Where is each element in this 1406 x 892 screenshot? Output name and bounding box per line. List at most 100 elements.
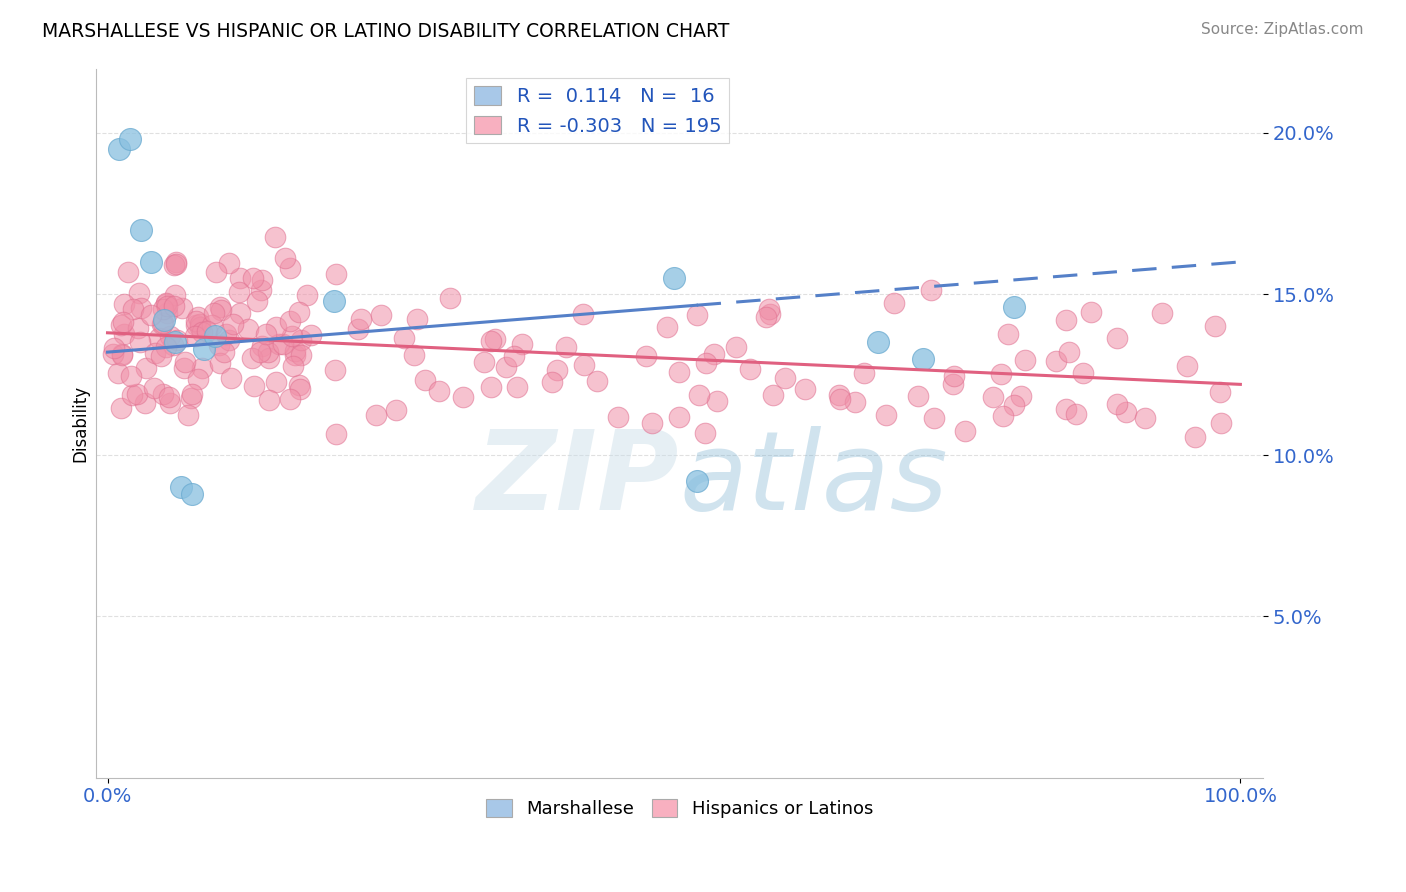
Point (170, 301, 193, 315)
Point (503, 349, 526, 363)
Point (586, 374, 609, 388)
Point (111, 346, 134, 360)
Point (110, 348, 132, 362)
Point (1115, 405, 1137, 419)
Point (271, 337, 294, 351)
Point (571, 307, 593, 321)
Point (693, 425, 716, 440)
Point (108, 142, 131, 156)
Point (427, 384, 450, 398)
Point (875, 408, 897, 422)
Point (724, 340, 747, 354)
Point (606, 410, 628, 425)
Point (1010, 389, 1032, 403)
Point (112, 327, 135, 342)
Point (451, 390, 474, 404)
Point (246, 293, 269, 308)
Point (866, 335, 889, 350)
Point (249, 344, 271, 359)
Point (141, 308, 163, 322)
Y-axis label: Disability: Disability (72, 384, 89, 461)
Point (1071, 366, 1094, 380)
Point (228, 285, 250, 299)
Point (117, 265, 139, 279)
Text: MARSHALLESE VS HISPANIC OR LATINO DISABILITY CORRELATION CHART: MARSHALLESE VS HISPANIC OR LATINO DISABI… (42, 22, 730, 41)
Point (828, 392, 851, 406)
Point (997, 326, 1019, 341)
Point (266, 319, 288, 334)
Point (264, 376, 287, 390)
Point (1133, 411, 1156, 425)
Point (290, 334, 312, 348)
Point (188, 319, 211, 334)
Point (153, 313, 176, 327)
Point (636, 349, 658, 363)
Point (484, 332, 506, 346)
Point (288, 305, 311, 319)
Point (392, 331, 415, 345)
Point (738, 362, 761, 376)
Point (439, 291, 461, 305)
Point (120, 369, 142, 384)
Point (853, 367, 876, 381)
Point (281, 329, 304, 343)
Point (139, 255, 162, 269)
Point (243, 378, 266, 392)
Point (205, 265, 228, 279)
Point (188, 317, 211, 331)
Point (1054, 312, 1077, 326)
Point (703, 347, 725, 361)
Point (404, 348, 426, 362)
Point (202, 306, 225, 320)
Point (263, 230, 285, 244)
Point (229, 271, 252, 285)
Point (758, 302, 780, 317)
Point (510, 337, 533, 351)
Point (250, 273, 273, 287)
Point (162, 299, 184, 313)
Point (197, 324, 219, 338)
Point (1080, 305, 1102, 319)
Point (209, 300, 232, 314)
Point (110, 401, 132, 416)
Point (152, 387, 174, 401)
Point (943, 368, 966, 383)
Point (134, 396, 156, 410)
Point (274, 251, 297, 265)
Point (347, 322, 370, 336)
Point (364, 409, 387, 423)
Point (481, 380, 503, 394)
Point (184, 314, 207, 328)
Point (111, 315, 134, 329)
Point (655, 320, 678, 334)
Point (257, 393, 280, 408)
Point (242, 270, 264, 285)
Point (1107, 397, 1129, 411)
Point (641, 416, 664, 430)
Point (288, 382, 311, 396)
Point (222, 317, 245, 331)
Point (187, 372, 209, 386)
Point (755, 310, 778, 324)
Point (131, 301, 153, 315)
Point (574, 358, 596, 372)
Point (1002, 300, 1025, 314)
Point (131, 222, 153, 236)
Point (555, 340, 578, 354)
Point (125, 387, 148, 401)
Point (218, 333, 240, 347)
Point (686, 308, 709, 322)
Point (775, 371, 797, 385)
Point (472, 355, 495, 369)
Point (685, 474, 707, 488)
Point (166, 257, 188, 271)
Point (152, 302, 174, 317)
Point (990, 368, 1012, 382)
Point (1209, 416, 1232, 430)
Point (155, 295, 177, 310)
Point (323, 293, 346, 308)
Point (295, 288, 318, 302)
Point (159, 328, 181, 343)
Point (828, 388, 851, 402)
Point (662, 271, 685, 285)
